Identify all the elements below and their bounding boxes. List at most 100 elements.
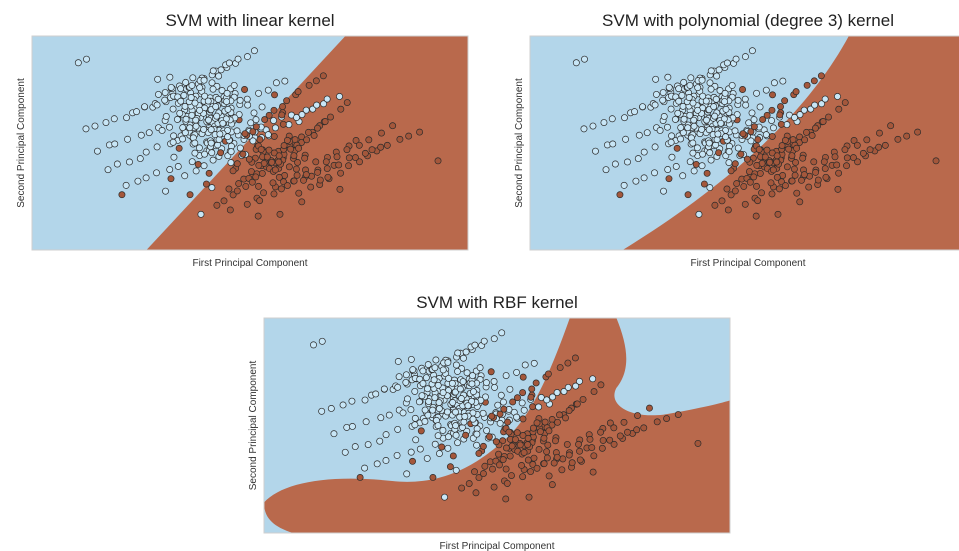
point-class-1 [740,182,748,190]
point-class-0 [82,125,90,133]
point-class-1 [812,124,819,132]
point-class-1 [509,398,517,406]
point-class-1 [383,141,391,149]
point-class-0 [469,372,476,380]
point-class-0 [223,98,231,105]
point-class-0 [712,95,720,103]
point-class-0 [608,115,616,123]
point-class-0 [174,163,182,170]
point-class-1 [361,149,369,157]
point-class-0 [513,413,520,421]
point-class-1 [777,103,784,111]
point-class-0 [153,169,160,177]
point-class-0 [589,375,597,383]
point-class-0 [169,105,177,113]
point-class-0 [496,419,504,427]
point-class-0 [227,159,235,167]
point-class-0 [707,156,715,164]
point-class-1 [633,426,641,434]
point-class-0 [393,451,401,459]
point-class-1 [544,441,552,449]
point-class-1 [554,418,561,426]
point-class-1 [533,464,541,472]
data-points [572,47,940,220]
point-class-0 [457,395,465,402]
point-class-0 [564,383,572,391]
point-class-0 [122,181,130,189]
point-class-1 [118,191,126,199]
point-class-0 [821,95,829,103]
point-class-0 [680,78,688,86]
point-class-1 [527,468,535,476]
point-class-1 [739,130,747,138]
point-class-0 [161,89,169,96]
point-class-1 [532,379,540,387]
point-class-1 [499,456,507,464]
point-class-1 [792,88,800,96]
point-class-1 [788,152,796,160]
point-class-0 [667,138,675,146]
point-class-0 [698,76,706,84]
point-class-0 [444,433,452,441]
point-class-1 [894,135,902,143]
point-class-1 [335,161,343,169]
point-class-1 [831,153,839,161]
point-class-0 [212,103,220,111]
point-class-1 [345,162,353,170]
point-class-0 [154,90,162,98]
point-class-1 [502,495,510,503]
point-class-0 [327,405,335,412]
point-class-0 [166,123,173,131]
point-class-1 [519,415,527,423]
point-class-1 [814,176,822,184]
point-class-0 [423,454,431,462]
point-class-1 [261,116,269,124]
point-class-1 [241,130,249,138]
point-class-0 [714,130,722,138]
point-class-1 [715,149,723,157]
point-class-0 [264,131,272,139]
point-class-0 [250,109,258,117]
point-class-0 [219,119,227,127]
point-class-0 [535,403,543,411]
point-class-0 [476,364,484,372]
point-class-0 [725,148,733,156]
point-class-1 [817,72,825,80]
point-class-1 [429,474,437,481]
point-class-1 [597,381,605,389]
point-class-0 [403,470,411,478]
point-class-0 [102,119,110,127]
point-class-1 [553,453,561,461]
point-class-1 [640,424,648,432]
point-class-1 [761,153,769,161]
point-class-1 [307,183,315,191]
svm-plot-linear: SVM with linear kernel First Principal Co… [16,11,469,269]
point-class-1 [310,132,318,139]
x-axis-label: First Principal Component [192,258,307,269]
point-class-1 [416,128,424,136]
point-class-1 [727,191,735,199]
point-class-0 [449,399,457,406]
point-class-0 [659,96,667,104]
point-class-1 [258,169,266,177]
point-class-1 [252,123,260,131]
point-class-0 [811,101,819,109]
point-class-1 [727,167,735,175]
point-class-1 [754,197,762,205]
point-class-1 [324,173,332,181]
point-class-0 [560,388,568,395]
point-class-1 [305,81,313,89]
point-class-0 [431,440,439,448]
point-class-0 [576,377,583,385]
point-class-0 [543,396,551,404]
point-class-1 [545,472,553,480]
point-class-0 [464,402,472,410]
point-class-1 [750,173,758,181]
point-class-1 [472,489,480,497]
point-class-0 [631,108,638,116]
point-class-0 [224,133,232,141]
point-class-0 [652,75,660,83]
point-class-1 [283,136,291,144]
point-class-0 [234,55,242,63]
point-class-0 [196,84,204,92]
